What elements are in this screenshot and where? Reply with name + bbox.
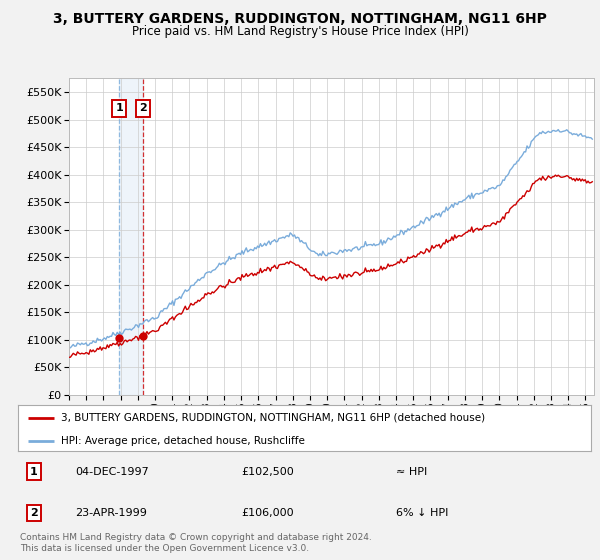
Text: HPI: Average price, detached house, Rushcliffe: HPI: Average price, detached house, Rush… — [61, 436, 305, 446]
Text: 2: 2 — [139, 104, 147, 114]
Bar — [119, 78, 143, 395]
Text: 23-APR-1999: 23-APR-1999 — [76, 508, 147, 518]
Text: 2: 2 — [30, 508, 38, 518]
Text: 04-DEC-1997: 04-DEC-1997 — [76, 466, 149, 477]
Text: 6% ↓ HPI: 6% ↓ HPI — [396, 508, 449, 518]
Text: 3, BUTTERY GARDENS, RUDDINGTON, NOTTINGHAM, NG11 6HP: 3, BUTTERY GARDENS, RUDDINGTON, NOTTINGH… — [53, 12, 547, 26]
Text: 3, BUTTERY GARDENS, RUDDINGTON, NOTTINGHAM, NG11 6HP (detached house): 3, BUTTERY GARDENS, RUDDINGTON, NOTTINGH… — [61, 413, 485, 423]
Text: 1: 1 — [115, 104, 123, 114]
Text: This data is licensed under the Open Government Licence v3.0.: This data is licensed under the Open Gov… — [20, 544, 310, 553]
Text: ≈ HPI: ≈ HPI — [396, 466, 427, 477]
Text: Price paid vs. HM Land Registry's House Price Index (HPI): Price paid vs. HM Land Registry's House … — [131, 25, 469, 38]
Text: Contains HM Land Registry data © Crown copyright and database right 2024.: Contains HM Land Registry data © Crown c… — [20, 533, 372, 542]
Text: £102,500: £102,500 — [241, 466, 294, 477]
Text: £106,000: £106,000 — [241, 508, 294, 518]
Text: 1: 1 — [30, 466, 38, 477]
